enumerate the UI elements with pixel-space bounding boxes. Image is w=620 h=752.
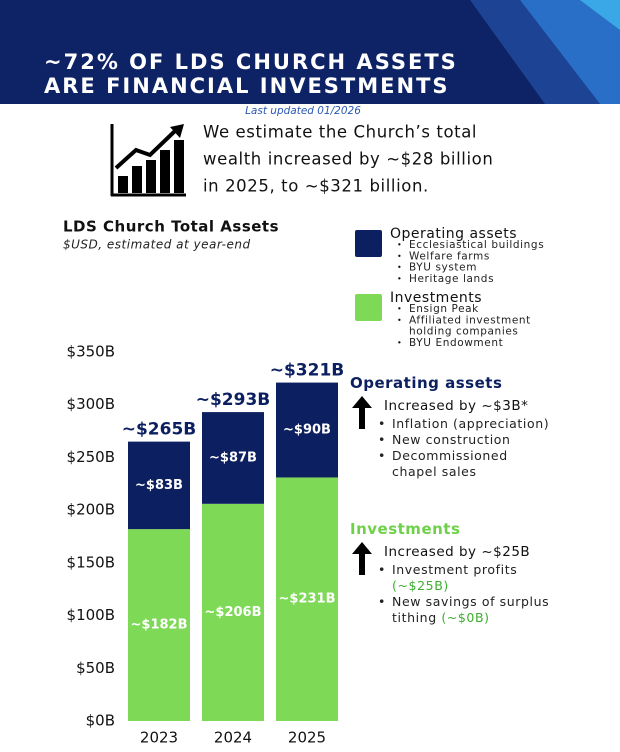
- header-chevron: [520, 0, 620, 104]
- up-arrow: [352, 396, 372, 429]
- growth-icon: [110, 124, 186, 197]
- bar-segment: [276, 477, 338, 721]
- legend-bullet: •: [397, 274, 402, 283]
- note-item-text: Decommissioned: [392, 448, 508, 463]
- bar-segment: [202, 412, 264, 504]
- chart-subtitle: $USD, estimated at year-end: [63, 238, 251, 252]
- note-items: Investment profits (~$25B)New savings of…: [378, 562, 590, 626]
- note-item: Investment profits (~$25B): [378, 562, 572, 594]
- legend-bullet: •: [397, 241, 402, 250]
- legend-bullet: •: [397, 263, 402, 272]
- total-label: ~$265B: [122, 420, 197, 440]
- note-item-text: Inflation (appreciation): [392, 416, 550, 431]
- note-item: Inflation (appreciation): [378, 416, 572, 432]
- updated-note: Last updated 01/2026: [245, 105, 361, 117]
- legend-item: Ecclesiastical buildings: [409, 239, 544, 251]
- bar-segment: [276, 382, 338, 478]
- bar-segment: [128, 529, 190, 721]
- value-label: ~$182B: [131, 618, 188, 633]
- note-title: Operating assets: [350, 374, 503, 392]
- legend-item: Ensign Peak: [409, 303, 479, 315]
- y-tick-label: $150B: [67, 553, 115, 571]
- note-item-text: chapel sales: [392, 464, 477, 479]
- legend-item: Affiliated investment: [409, 314, 531, 326]
- total-label: ~$293B: [196, 390, 271, 410]
- note: Investments Increased by ~$25B Investment …: [350, 520, 590, 626]
- note-change: Increased by ~$25B: [384, 544, 531, 560]
- chart-title: LDS Church Total Assets: [63, 218, 279, 236]
- value-label: ~$206B: [205, 605, 262, 620]
- note-amount: (~$0B): [441, 610, 490, 625]
- up-arrow: [352, 542, 372, 575]
- bar-segment: [202, 503, 264, 721]
- note-item-text: New savings of surplus: [392, 594, 550, 609]
- value-label: ~$90B: [283, 423, 331, 438]
- x-tick-label: 2025: [288, 729, 326, 747]
- note-change: Increased by ~$3B*: [384, 398, 529, 414]
- total-label: ~$321B: [270, 361, 345, 381]
- y-tick-label: $100B: [67, 606, 115, 624]
- legend-item: Heritage lands: [409, 273, 494, 285]
- note-item: New construction: [378, 432, 572, 448]
- y-tick-label: $50B: [76, 659, 115, 677]
- x-tick-label: 2024: [214, 729, 252, 747]
- legend-item: Welfare farms: [409, 250, 490, 262]
- intro-line: in 2025, to ~$321 billion.: [203, 177, 429, 196]
- note-item-text: New construction: [392, 432, 511, 447]
- note-items: Inflation (appreciation)New construction…: [378, 416, 590, 480]
- value-label: ~$83B: [135, 478, 183, 493]
- legend-label: Operating assets: [390, 226, 517, 242]
- legend-bullet: •: [397, 252, 402, 261]
- note-title: Investments: [350, 520, 461, 538]
- y-tick-label: $0B: [86, 712, 115, 730]
- legend-bullet: •: [397, 338, 402, 347]
- legend-swatch: [355, 230, 382, 257]
- note-amount: (~$25B): [392, 578, 449, 593]
- note-item-text: tithing: [392, 610, 437, 625]
- value-label: ~$231B: [279, 592, 336, 607]
- x-tick-label: 2023: [140, 729, 178, 747]
- legend-item: holding companies: [409, 326, 518, 338]
- legend-label: Investments: [390, 290, 482, 306]
- legend-bullet: •: [397, 305, 402, 314]
- header-title: ~72% OF LDS CHURCH ASSETS: [44, 50, 458, 74]
- legend-swatch: [355, 294, 382, 321]
- note-item-text: Investment profits: [392, 562, 518, 577]
- y-tick-label: $250B: [67, 448, 115, 466]
- y-tick-label: $300B: [67, 395, 115, 413]
- y-tick-label: $200B: [67, 501, 115, 519]
- legend-bullet: •: [397, 316, 402, 325]
- header-chevron: [580, 0, 620, 30]
- intro-line: We estimate the Church’s total: [203, 123, 477, 142]
- value-label: ~$87B: [209, 450, 257, 465]
- note: Operating assets Increased by ~$3B* Inflat…: [350, 374, 590, 480]
- intro-line: wealth increased by ~$28 billion: [203, 150, 493, 169]
- bar-segment: [128, 441, 190, 530]
- legend-item: BYU system: [409, 262, 477, 274]
- header-title: ARE FINANCIAL INVESTMENTS: [44, 74, 450, 98]
- legend-item: BYU Endowment: [409, 337, 503, 349]
- y-tick-label: $350B: [67, 343, 115, 361]
- header-chevron: [470, 0, 600, 104]
